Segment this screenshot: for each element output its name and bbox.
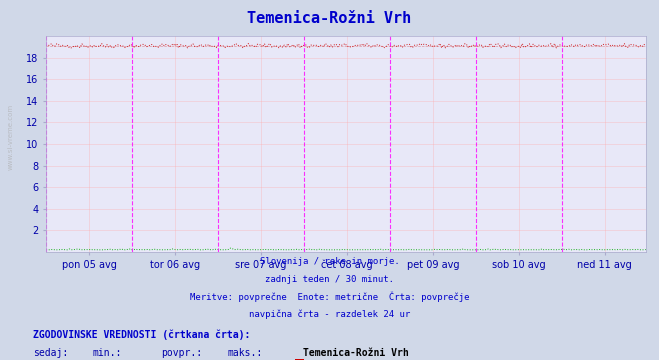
Text: maks.:: maks.: bbox=[227, 348, 262, 358]
Text: sedaj:: sedaj: bbox=[33, 348, 68, 358]
Text: zadnji teden / 30 minut.: zadnji teden / 30 minut. bbox=[265, 275, 394, 284]
Text: min.:: min.: bbox=[92, 348, 122, 358]
Text: ZGODOVINSKE VREDNOSTI (črtkana črta):: ZGODOVINSKE VREDNOSTI (črtkana črta): bbox=[33, 329, 250, 340]
Text: Meritve: povprečne  Enote: metrične  Črta: povprečje: Meritve: povprečne Enote: metrične Črta:… bbox=[190, 292, 469, 302]
Text: Temenica-Rožni Vrh: Temenica-Rožni Vrh bbox=[247, 11, 412, 26]
Text: navpična črta - razdelek 24 ur: navpična črta - razdelek 24 ur bbox=[249, 309, 410, 319]
Text: Slovenija / reke in morje.: Slovenija / reke in morje. bbox=[260, 257, 399, 266]
Text: Temenica-Rožni Vrh: Temenica-Rožni Vrh bbox=[303, 348, 409, 358]
Text: povpr.:: povpr.: bbox=[161, 348, 202, 358]
Text: www.si-vreme.com: www.si-vreme.com bbox=[8, 104, 14, 170]
